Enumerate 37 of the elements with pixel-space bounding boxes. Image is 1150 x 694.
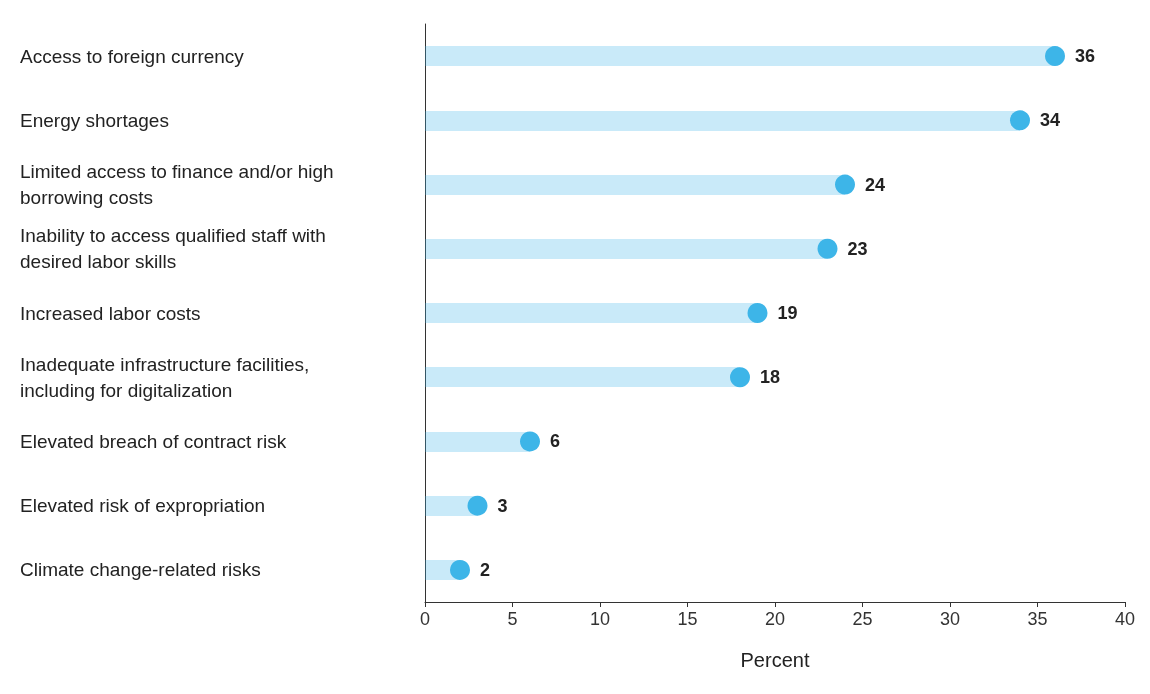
x-tick-label: 0: [419, 609, 431, 629]
point: [450, 559, 470, 580]
data-label: 18: [760, 367, 781, 388]
y-tick-label: Inadequate infrastructure facilities, including for digitalization: [20, 353, 315, 401]
x-tick-label: 40: [1114, 609, 1136, 629]
x-tick-label: 10: [589, 609, 611, 629]
data-label: 3: [497, 495, 508, 516]
point: [1010, 110, 1030, 131]
point: [520, 431, 540, 452]
y-tick-label: Climate change-related risks: [20, 559, 261, 581]
data-label: 34: [1040, 110, 1061, 131]
y-tick-label: Inability to access qualified staff with desired labor skills: [20, 225, 332, 273]
x-tick-label: 5: [507, 609, 518, 629]
x-tick-label: 25: [852, 609, 873, 629]
point: [1045, 46, 1065, 67]
x-axis-title: Percent: [740, 649, 810, 671]
y-tick-label: Energy shortages: [20, 109, 169, 131]
y-tick-label: Access to foreign currency: [20, 45, 245, 67]
y-tick-label: Elevated risk of expropriation: [20, 495, 266, 517]
x-tick-label: 15: [677, 609, 698, 629]
x-tick-label: 35: [1027, 609, 1048, 629]
point: [817, 238, 838, 259]
x-tick-label: 20: [764, 609, 786, 629]
data-label: 6: [550, 431, 561, 452]
point: [730, 367, 750, 388]
data-label: 19: [777, 303, 798, 323]
data-label: 36: [1075, 46, 1096, 67]
data-label: 2: [480, 559, 491, 580]
y-tick-label: Limited access to finance and/or high borrowing costs: [20, 161, 339, 209]
point: [835, 174, 855, 195]
y-tick-label: Elevated breach of contract risk: [20, 430, 287, 452]
data-label: 23: [847, 238, 868, 259]
x-tick-label: 30: [939, 609, 961, 629]
point: [467, 495, 488, 516]
data-label: 24: [865, 174, 886, 195]
point: [747, 303, 768, 323]
y-tick-label: Increased labor costs: [20, 302, 201, 324]
